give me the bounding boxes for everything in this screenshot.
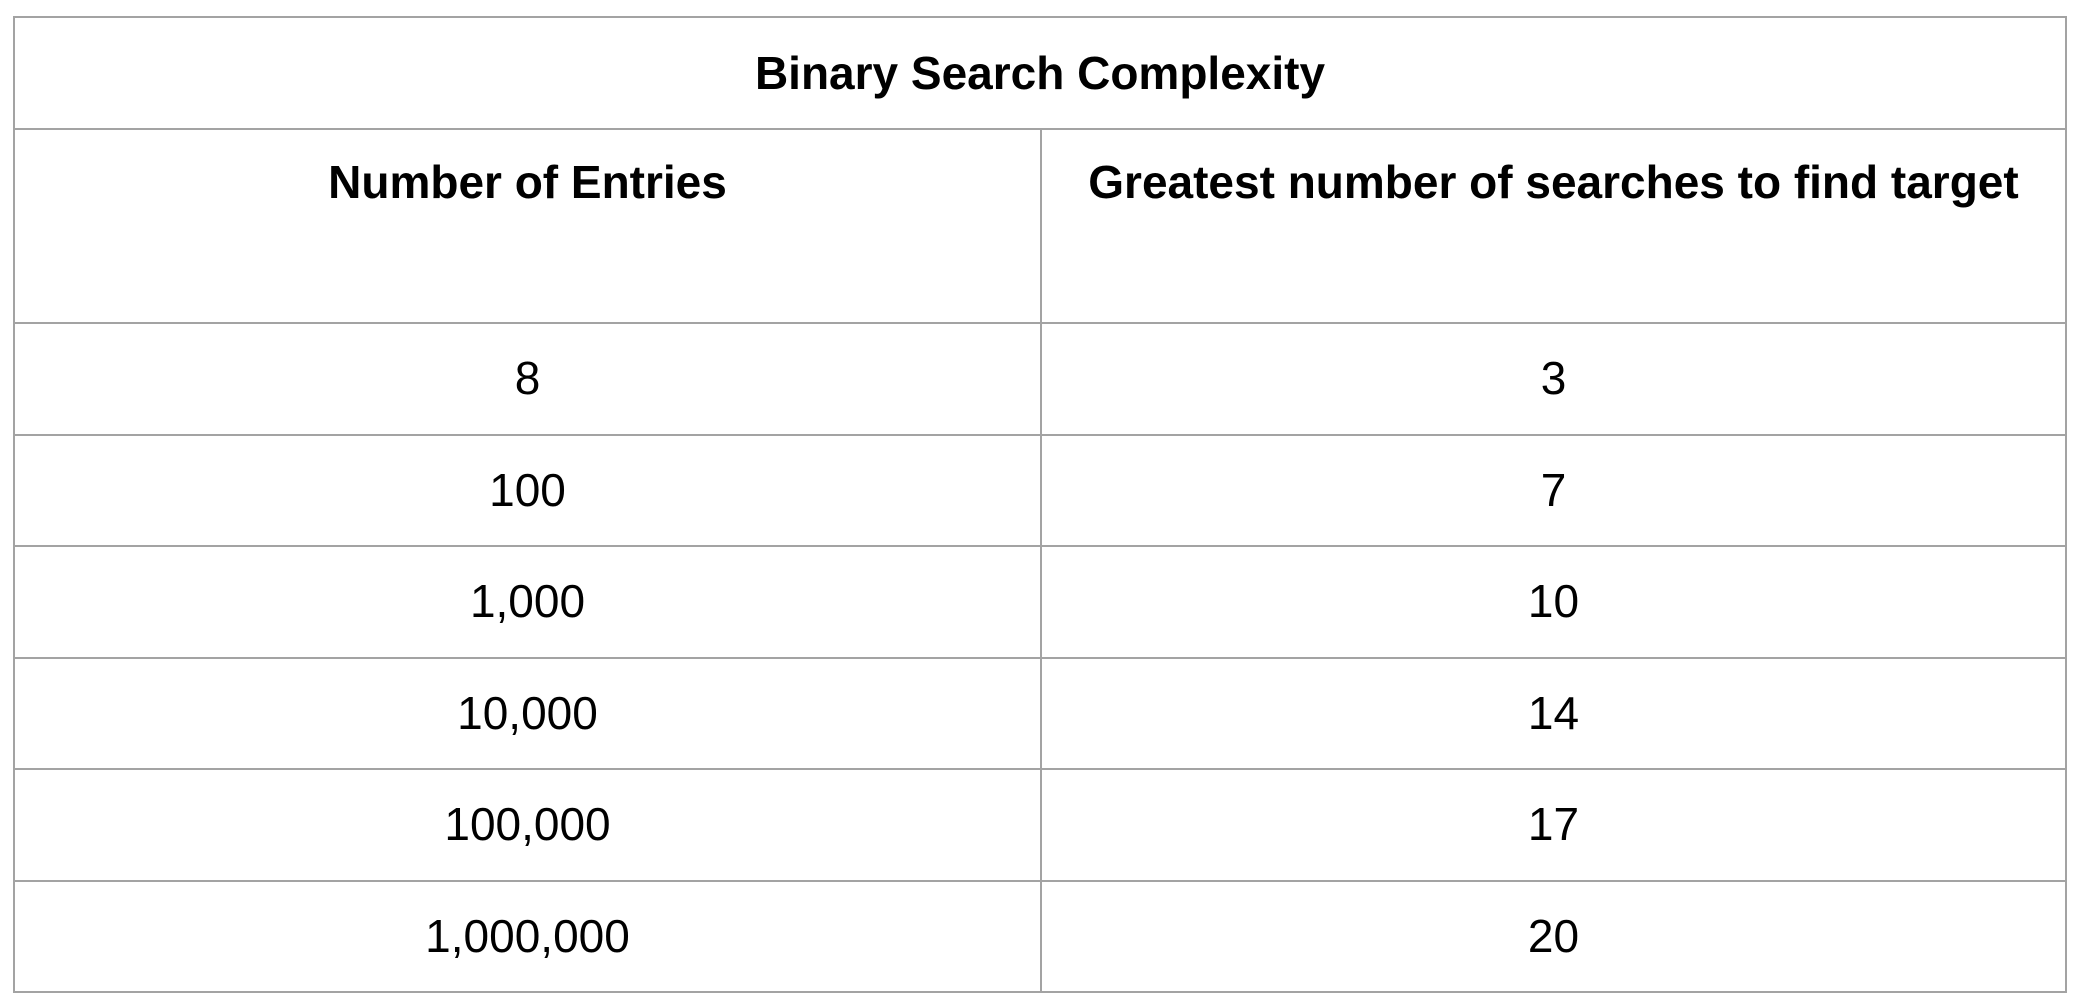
cell-entries: 1,000,000 (13, 879, 1042, 993)
table-row: 1,000,000 20 (13, 879, 2067, 993)
table-row: 8 3 (13, 322, 2067, 436)
cell-searches: 14 (1040, 656, 2067, 770)
cell-entries: 100,000 (13, 768, 1042, 882)
cell-searches: 3 (1040, 322, 2067, 436)
table-title: Binary Search Complexity (13, 16, 2067, 130)
header-row: Number of Entries Greatest number of sea… (13, 128, 2067, 324)
header-greatest-searches: Greatest number of searches to find targ… (1040, 128, 2067, 324)
binary-search-complexity-table: Binary Search Complexity Number of Entri… (13, 16, 2067, 993)
cell-entries: 1,000 (13, 545, 1042, 659)
table-row: 100,000 17 (13, 768, 2067, 882)
cell-searches: 17 (1040, 768, 2067, 882)
header-number-of-entries: Number of Entries (13, 128, 1042, 324)
cell-searches: 7 (1040, 433, 2067, 547)
cell-entries: 8 (13, 322, 1042, 436)
cell-searches: 20 (1040, 879, 2067, 993)
title-row: Binary Search Complexity (13, 16, 2067, 130)
cell-entries: 100 (13, 433, 1042, 547)
cell-searches: 10 (1040, 545, 2067, 659)
table-row: 1,000 10 (13, 545, 2067, 659)
cell-entries: 10,000 (13, 656, 1042, 770)
table-row: 10,000 14 (13, 656, 2067, 770)
table-row: 100 7 (13, 433, 2067, 547)
